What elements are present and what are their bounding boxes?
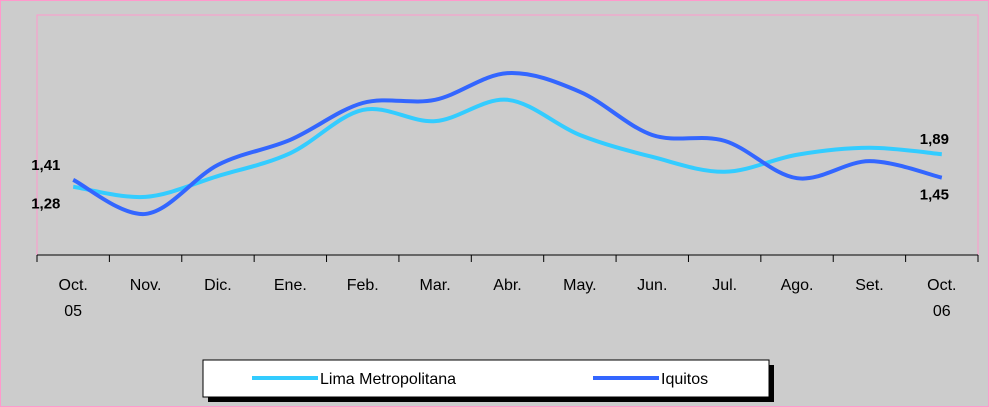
x-tick-label: Abr. (493, 277, 521, 294)
x-tick-label-line: Oct. (927, 277, 956, 294)
x-tick-label-line: 06 (933, 303, 951, 320)
x-tick-label: Jun. (637, 277, 667, 294)
legend-label: Iquitos (661, 371, 708, 388)
x-tick-label: Oct. 05 (59, 277, 88, 320)
data-label: 1,89 (920, 131, 949, 148)
x-tick-label-line: Oct. (59, 277, 88, 294)
data-label: 1,28 (31, 196, 60, 213)
x-tick-label: Feb. (347, 277, 379, 294)
series-line (72, 71, 943, 216)
x-tick-label: Ago. (781, 277, 814, 294)
x-tick-label: Jul. (712, 277, 737, 294)
x-tick-label: Ene. (274, 277, 307, 294)
x-tick-label: Nov. (130, 277, 162, 294)
series-line (72, 97, 942, 200)
plot-area (36, 14, 979, 256)
x-tick-label: Dic. (204, 277, 232, 294)
x-tick-label: Mar. (420, 277, 451, 294)
data-label: 1,45 (920, 187, 949, 204)
x-tick-label: Set. (855, 277, 883, 294)
x-tick-label: May. (563, 277, 596, 294)
x-tick-label-line: 05 (64, 303, 82, 320)
x-tick-label: Oct. 06 (927, 277, 956, 320)
data-label: 1,41 (31, 157, 60, 174)
legend-label: Lima Metropolitana (320, 371, 456, 388)
